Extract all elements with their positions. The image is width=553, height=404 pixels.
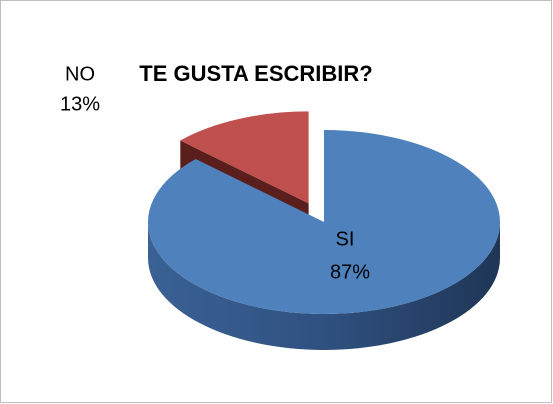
slice	[147, 130, 501, 314]
slice	[180, 111, 309, 204]
slice-name: NO	[65, 63, 95, 85]
slice-value-label: 87%	[330, 261, 370, 283]
pie	[147, 111, 501, 350]
chart-title: TE GUSTA ESCRIBIR?	[139, 61, 372, 86]
slice-value-label: 13%	[60, 93, 100, 115]
slice-name: SI	[336, 228, 355, 250]
slice-wall	[148, 222, 500, 350]
